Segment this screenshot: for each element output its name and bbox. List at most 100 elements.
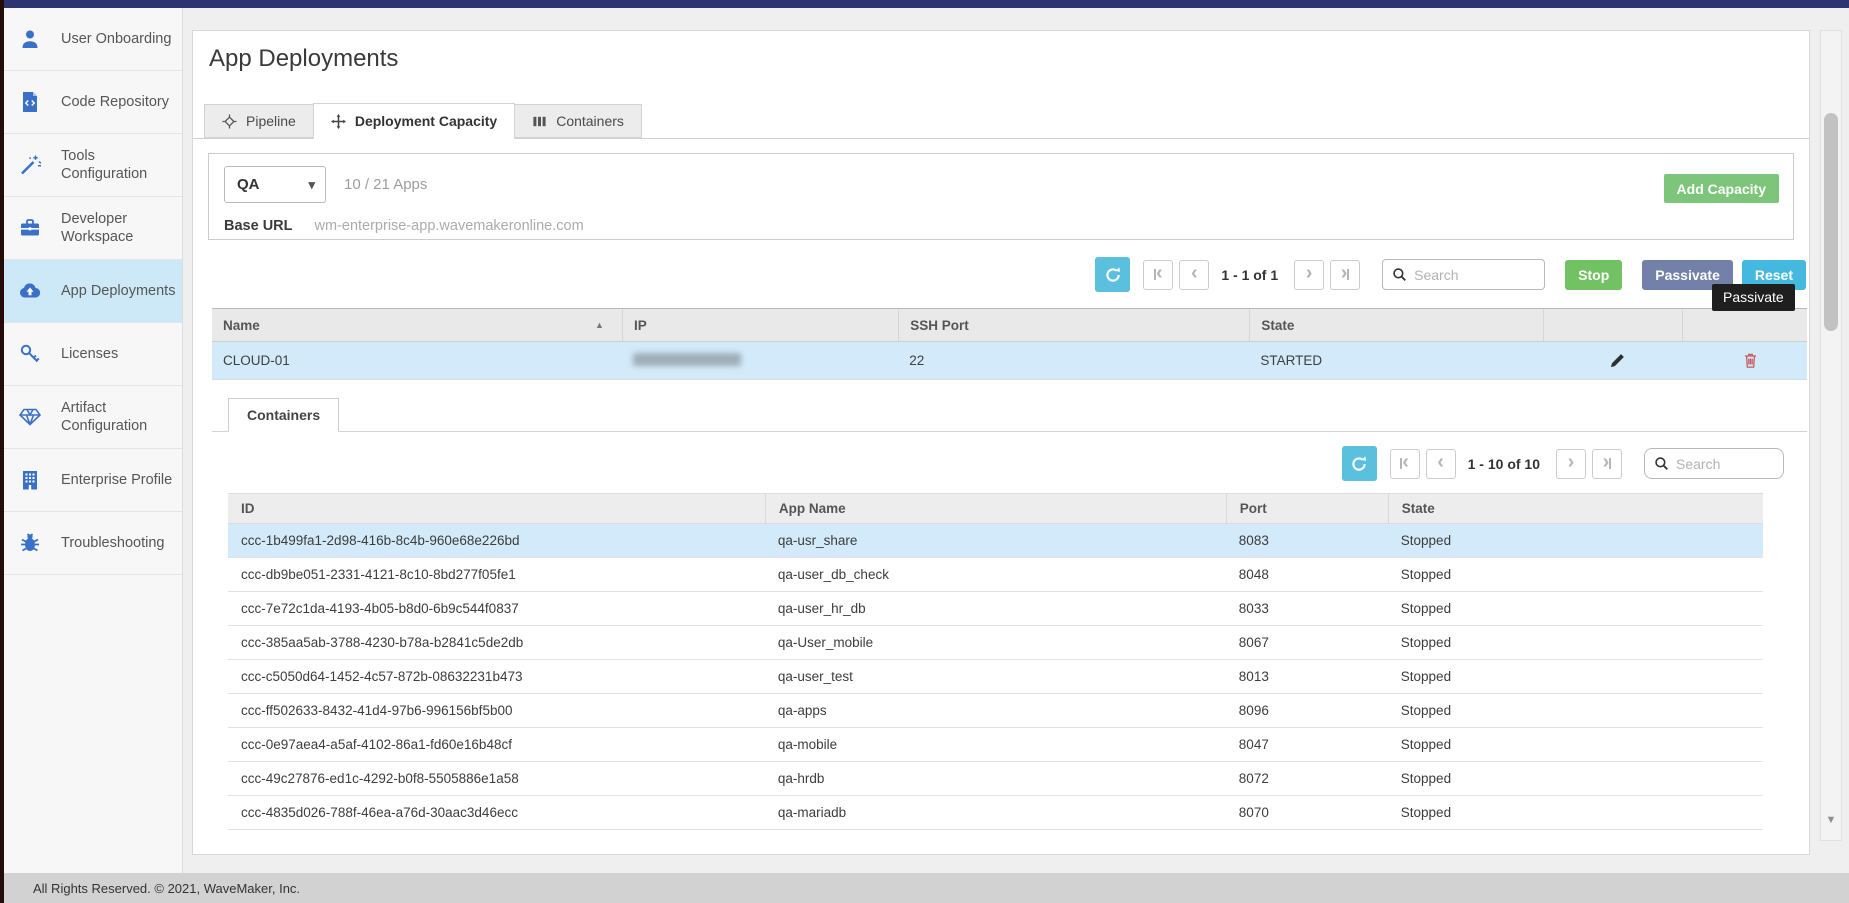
tab-deployment-capacity[interactable]: Deployment Capacity [312,103,516,139]
table-row[interactable]: ccc-385aa5ab-3788-4230-b78a-b2841c5de2db… [228,626,1763,660]
sidebar-item-label: Code Repository [61,93,169,110]
main-tab-strip: Pipeline Deployment Capacity Containers [193,103,1809,139]
column-header-state[interactable]: State [1249,309,1542,341]
delete-trash-icon[interactable] [1740,350,1761,371]
sidebar-item-label: Developer Workspace [61,210,134,245]
table-row[interactable]: CLOUD-01 22 STARTED [212,342,1807,380]
scrollbar-down-arrow-icon[interactable]: ▼ [1825,814,1837,826]
column-header-name[interactable]: Name ▲ [223,317,604,333]
column-header-ip[interactable]: IP [621,309,898,341]
container-state: Stopped [1400,533,1452,548]
first-page-button[interactable]: ‹ [1389,448,1420,479]
table-row[interactable]: ccc-1b499fa1-2d98-416b-8c4b-960e68e226bd… [228,524,1763,558]
environment-select[interactable]: QA ▾ [224,166,326,203]
column-header-ssh-port[interactable]: SSH Port [898,309,1249,341]
sidebar-item-app-deployments[interactable]: App Deployments [4,260,182,323]
host-ssh-port: 22 [909,353,925,368]
sidebar: User Onboarding Code Repository Tools Co… [4,8,183,873]
chevron-down-icon: ▾ [308,176,315,192]
code-repository-icon [18,90,42,114]
container-port: 8033 [1238,601,1269,616]
column-header-port[interactable]: Port [1225,494,1388,523]
sort-ascending-icon: ▲ [595,320,604,330]
containers-page-range: 1 - 10 of 10 [1467,455,1540,472]
hosts-search [1382,259,1546,290]
top-navigation-bar [0,0,1849,8]
passivate-tooltip: Passivate [1712,284,1795,311]
first-page-button[interactable]: ‹ [1143,259,1174,290]
sidebar-item-troubleshooting[interactable]: Troubleshooting [4,512,182,575]
add-capacity-button[interactable]: Add Capacity [1663,174,1779,203]
sidebar-item-label: Tools Configuration [61,147,148,182]
tab-pipeline[interactable]: Pipeline [204,104,313,138]
sidebar-item-label: App Deployments [61,282,176,299]
column-header-app-name[interactable]: App Name [764,494,1226,523]
move-arrows-icon [330,113,346,129]
table-row[interactable]: ccc-0e97aea4-a5af-4102-86a1-fd60e16b48cf… [228,728,1763,762]
container-app-name: qa-user_hr_db [777,601,866,616]
container-port: 8072 [1238,771,1269,786]
tab-label: Pipeline [246,113,296,129]
container-state: Stopped [1400,805,1452,820]
capacity-filter-panel: QA ▾ 10 / 21 Apps Add Capacity Base URL … [208,153,1794,240]
building-icon [18,468,42,492]
key-icon [18,342,42,366]
column-header-id[interactable]: ID [241,501,255,516]
sidebar-item-licenses[interactable]: Licenses [4,323,182,386]
container-id: ccc-385aa5ab-3788-4230-b78a-b2841c5de2db [241,635,524,650]
host-name: CLOUD-01 [223,353,290,368]
sidebar-item-label: Licenses [61,345,119,362]
container-id: ccc-ff502633-8432-41d4-97b6-996156bf5b00 [241,703,513,718]
stop-button[interactable]: Stop [1565,259,1623,290]
sidebar-item-developer-workspace[interactable]: Developer Workspace [4,197,182,260]
table-row[interactable]: ccc-49c27876-ed1c-4292-b0f8-5505886e1a58… [228,762,1763,796]
previous-page-button[interactable]: ‹ [1179,259,1210,290]
cloud-upload-icon [18,279,42,303]
host-state: STARTED [1260,353,1323,368]
sidebar-item-user-onboarding[interactable]: User Onboarding [4,8,182,71]
edit-pencil-icon[interactable] [1607,350,1628,371]
sidebar-item-label: Troubleshooting [61,534,165,551]
container-port: 8047 [1238,737,1269,752]
container-port: 8070 [1238,805,1269,820]
hosts-page-range: 1 - 1 of 1 [1221,266,1279,283]
container-id: ccc-4835d026-788f-46ea-a76d-30aac3d46ecc [241,805,518,820]
search-icon [1393,268,1407,281]
column-header-state[interactable]: State [1387,494,1763,523]
pipeline-icon [222,113,237,129]
sub-tab-containers[interactable]: Containers [228,398,340,432]
vertical-scrollbar[interactable]: ▼ [1820,30,1842,841]
hosts-search-input[interactable] [1414,266,1537,283]
sidebar-item-tools-configuration[interactable]: Tools Configuration [4,134,182,197]
sidebar-item-enterprise-profile[interactable]: Enterprise Profile [4,449,182,512]
table-row[interactable]: ccc-db9be051-2331-4121-8c10-8bd277f05fe1… [228,558,1763,592]
container-app-name: qa-mariadb [777,805,847,820]
sidebar-item-artifact-configuration[interactable]: Artifact Configuration [4,386,182,449]
sidebar-item-code-repository[interactable]: Code Repository [4,71,182,134]
next-page-button[interactable]: › [1556,448,1586,479]
table-row[interactable]: ccc-ff502633-8432-41d4-97b6-996156bf5b00… [228,694,1763,728]
container-state: Stopped [1400,567,1452,582]
previous-page-button[interactable]: ‹ [1425,448,1456,479]
table-row[interactable]: ccc-4835d026-788f-46ea-a76d-30aac3d46ecc… [228,796,1763,830]
next-page-button[interactable]: › [1294,259,1325,290]
last-page-button[interactable]: › [1592,448,1622,479]
table-row[interactable]: ccc-7e72c1da-4193-4b05-b8d0-6b9c544f0837… [228,592,1763,626]
refresh-icon[interactable] [1341,446,1377,481]
scrollbar-thumb[interactable] [1824,113,1838,331]
container-id: ccc-c5050d64-1452-4c57-872b-08632231b473 [241,669,523,684]
containers-sub-tab-strip: Containers [212,398,1807,432]
refresh-icon[interactable] [1095,257,1131,292]
tab-containers[interactable]: Containers [515,104,642,138]
column-header-edit [1542,309,1683,341]
bug-icon [18,531,42,555]
container-app-name: qa-usr_share [777,533,858,548]
container-state: Stopped [1400,669,1452,684]
table-row[interactable]: ccc-c5050d64-1452-4c57-872b-08632231b473… [228,660,1763,694]
containers-search-input[interactable] [1676,455,1775,472]
container-state: Stopped [1400,601,1452,616]
container-id: ccc-db9be051-2331-4121-8c10-8bd277f05fe1 [241,567,516,582]
container-app-name: qa-hrdb [777,771,825,786]
container-port: 8048 [1238,567,1269,582]
last-page-button[interactable]: › [1330,259,1361,290]
